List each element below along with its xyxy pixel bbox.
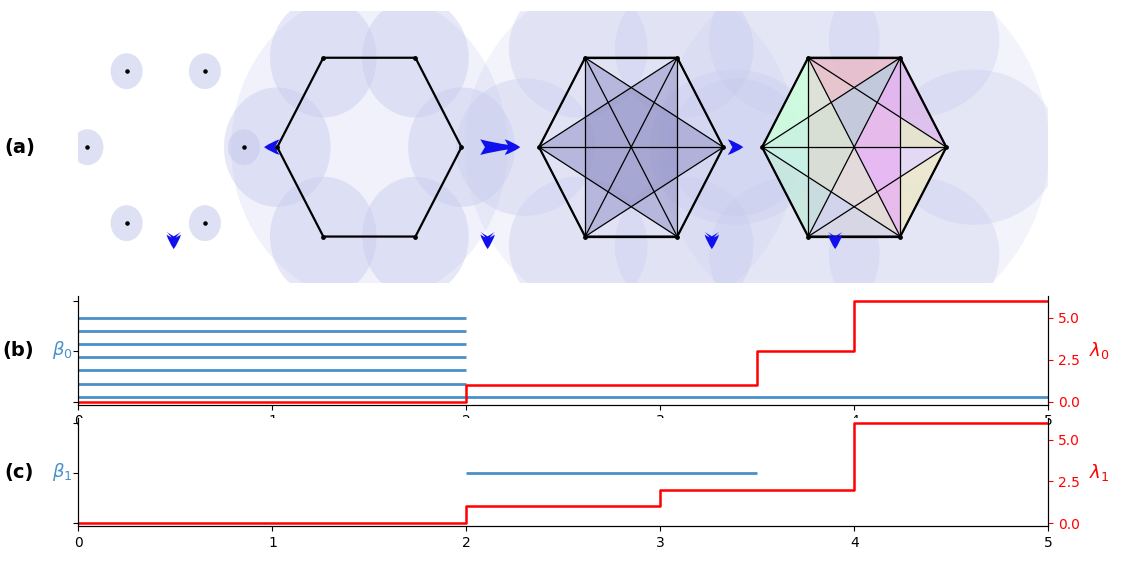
Ellipse shape bbox=[111, 53, 142, 89]
Ellipse shape bbox=[509, 0, 648, 118]
Ellipse shape bbox=[270, 0, 377, 118]
Ellipse shape bbox=[362, 0, 469, 118]
Polygon shape bbox=[762, 58, 900, 147]
Ellipse shape bbox=[228, 129, 260, 165]
Ellipse shape bbox=[649, 70, 819, 225]
Polygon shape bbox=[762, 147, 900, 237]
Point bbox=[407, 232, 425, 241]
Polygon shape bbox=[762, 58, 900, 237]
Y-axis label: $\beta_0$: $\beta_0$ bbox=[53, 340, 73, 361]
Polygon shape bbox=[539, 58, 677, 237]
Text: (a): (a) bbox=[4, 138, 35, 157]
Ellipse shape bbox=[270, 177, 377, 297]
Polygon shape bbox=[808, 58, 900, 237]
Polygon shape bbox=[808, 58, 946, 237]
Ellipse shape bbox=[72, 129, 103, 165]
Point bbox=[453, 143, 471, 152]
Polygon shape bbox=[762, 147, 946, 237]
Polygon shape bbox=[762, 58, 900, 237]
Polygon shape bbox=[539, 58, 677, 237]
Ellipse shape bbox=[111, 205, 142, 241]
Polygon shape bbox=[762, 58, 946, 147]
Point bbox=[714, 143, 732, 152]
Polygon shape bbox=[808, 58, 946, 147]
Ellipse shape bbox=[889, 70, 1059, 225]
Polygon shape bbox=[539, 58, 677, 237]
Y-axis label: $\lambda_1$: $\lambda_1$ bbox=[1088, 461, 1110, 483]
Ellipse shape bbox=[708, 177, 880, 332]
Ellipse shape bbox=[668, 79, 806, 216]
Ellipse shape bbox=[224, 87, 331, 207]
Ellipse shape bbox=[231, 0, 508, 302]
Ellipse shape bbox=[408, 87, 515, 207]
Polygon shape bbox=[762, 147, 946, 237]
Ellipse shape bbox=[828, 177, 1000, 332]
Polygon shape bbox=[808, 147, 946, 237]
Point bbox=[891, 232, 909, 241]
Polygon shape bbox=[585, 58, 723, 237]
Point bbox=[799, 53, 817, 62]
Point bbox=[799, 232, 817, 241]
Point bbox=[196, 218, 214, 228]
Point bbox=[753, 143, 771, 152]
Point bbox=[118, 67, 136, 76]
Ellipse shape bbox=[456, 79, 594, 216]
Point bbox=[891, 53, 909, 62]
Ellipse shape bbox=[614, 0, 753, 118]
Point bbox=[576, 53, 594, 62]
Point bbox=[530, 143, 548, 152]
Point bbox=[118, 218, 136, 228]
Text: (b): (b) bbox=[2, 341, 34, 360]
Ellipse shape bbox=[614, 177, 753, 314]
Ellipse shape bbox=[828, 0, 1000, 118]
Polygon shape bbox=[585, 58, 723, 237]
Point bbox=[937, 143, 955, 152]
Polygon shape bbox=[808, 58, 900, 237]
Point bbox=[668, 53, 686, 62]
Ellipse shape bbox=[189, 205, 221, 241]
Ellipse shape bbox=[465, 0, 798, 320]
Ellipse shape bbox=[509, 177, 648, 314]
Polygon shape bbox=[808, 58, 900, 237]
Point bbox=[235, 143, 253, 152]
Polygon shape bbox=[585, 58, 723, 237]
Point bbox=[407, 53, 425, 62]
Point bbox=[668, 232, 686, 241]
Y-axis label: $\beta_1$: $\beta_1$ bbox=[53, 461, 73, 483]
Polygon shape bbox=[762, 58, 900, 237]
Point bbox=[576, 232, 594, 241]
Point bbox=[314, 232, 332, 241]
Polygon shape bbox=[808, 58, 946, 237]
Point bbox=[78, 143, 96, 152]
Point bbox=[268, 143, 286, 152]
Text: (c): (c) bbox=[4, 462, 34, 482]
Polygon shape bbox=[762, 58, 946, 147]
Y-axis label: $\lambda_0$: $\lambda_0$ bbox=[1088, 340, 1110, 361]
Polygon shape bbox=[900, 58, 946, 237]
Point bbox=[196, 67, 214, 76]
Ellipse shape bbox=[659, 0, 1049, 338]
Ellipse shape bbox=[708, 0, 880, 118]
Polygon shape bbox=[808, 58, 946, 237]
Polygon shape bbox=[808, 58, 900, 237]
Point bbox=[314, 53, 332, 62]
Ellipse shape bbox=[189, 53, 221, 89]
Polygon shape bbox=[762, 58, 808, 237]
Ellipse shape bbox=[362, 177, 469, 297]
